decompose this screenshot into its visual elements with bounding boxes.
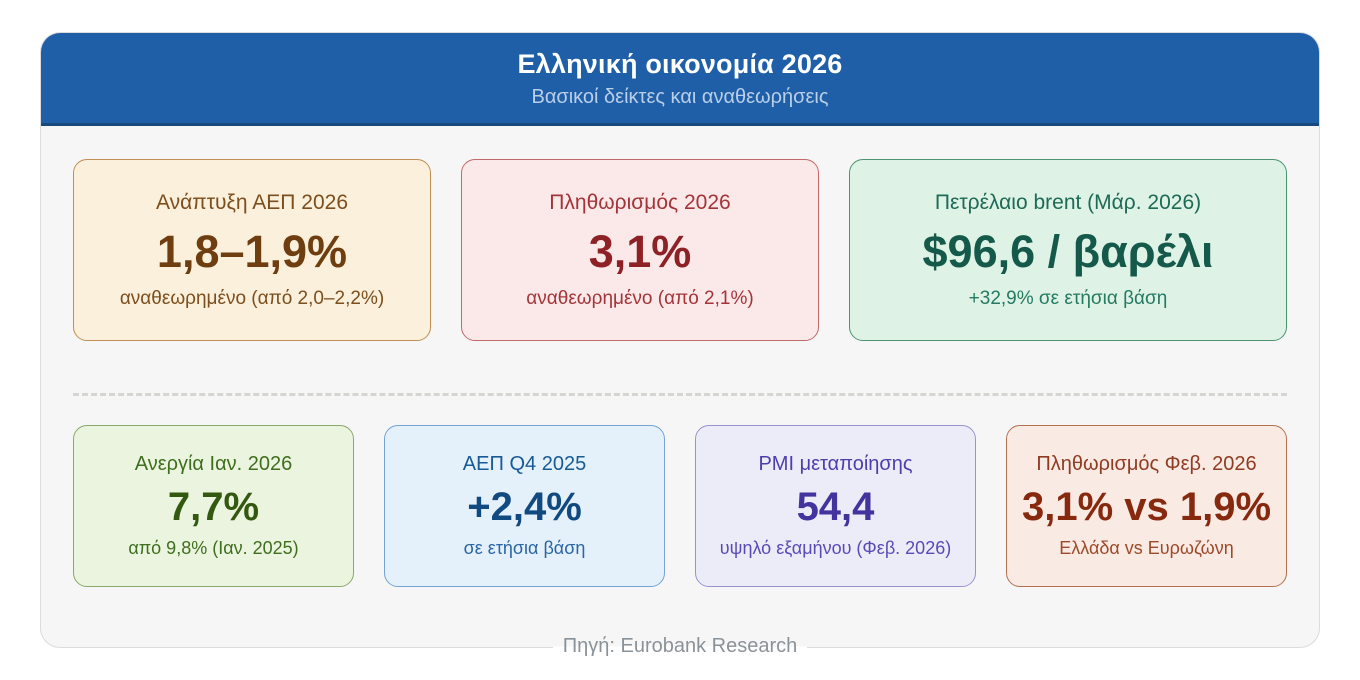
metric-card: Πληθωρισμός 2026 3,1% αναθεωρημένο (από … [461,159,819,341]
metric-card: PMI μεταποίησης 54,4 υψηλό εξαμήνου (Φεβ… [695,425,976,587]
metric-card: Ανεργία Ιαν. 2026 7,7% από 9,8% (Ιαν. 20… [73,425,354,587]
metric-title: Πετρέλαιο brent (Μάρ. 2026) [934,190,1202,214]
metrics-row-primary: Ανάπτυξη ΑΕΠ 2026 1,8–1,9% αναθεωρημένο … [73,159,1287,341]
metric-note: σε ετήσια βάση [463,538,586,558]
metric-title: PMI μεταποίησης [758,453,913,475]
metric-note: υψηλό εξαμήνου (Φεβ. 2026) [719,538,952,558]
metric-title: Ανεργία Ιαν. 2026 [134,453,293,475]
metric-value: $96,6 / βαρέλι [922,225,1214,277]
source-note-text: Πηγή: Eurobank Research [552,635,808,657]
metric-card: Πληθωρισμός Φεβ. 2026 3,1% vs 1,9% Ελλάδ… [1006,425,1287,587]
metric-card: ΑΕΠ Q4 2025 +2,4% σε ετήσια βάση [384,425,665,587]
metric-note: αναθεωρημένο (από 2,0–2,2%) [119,287,385,309]
metric-note: Ελλάδα vs Ευρωζώνη [1059,538,1234,558]
metric-title: Πληθωρισμός 2026 [549,190,731,214]
metric-note: +32,9% σε ετήσια βάση [968,287,1168,309]
metric-value: +2,4% [467,485,582,529]
metric-title: Ανάπτυξη ΑΕΠ 2026 [155,190,349,214]
metric-value: 54,4 [796,485,875,529]
metric-card: Ανάπτυξη ΑΕΠ 2026 1,8–1,9% αναθεωρημένο … [73,159,431,341]
metric-note: αναθεωρημένο (από 2,1%) [526,287,754,309]
page-title: Ελληνική οικονομία 2026 [517,49,843,79]
metric-value: 7,7% [167,485,260,529]
metric-value: 3,1% [588,225,692,277]
header-banner: Ελληνική οικονομία 2026 Βασικοί δείκτες … [41,33,1319,126]
metrics-row-secondary: Ανεργία Ιαν. 2026 7,7% από 9,8% (Ιαν. 20… [73,425,1287,587]
dashboard-panel: Ελληνική οικονομία 2026 Βασικοί δείκτες … [40,32,1320,657]
metric-value: 3,1% vs 1,9% [1021,485,1272,529]
metric-note: από 9,8% (Ιαν. 2025) [128,538,299,558]
metric-card: Πετρέλαιο brent (Μάρ. 2026) $96,6 / βαρέ… [849,159,1287,341]
page-subtitle: Βασικοί δείκτες και αναθεωρήσεις [531,86,829,108]
source-note: Πηγή: Eurobank Research [41,635,1319,658]
metric-title: Πληθωρισμός Φεβ. 2026 [1036,453,1257,475]
metric-value: 1,8–1,9% [156,225,348,277]
metric-title: ΑΕΠ Q4 2025 [462,453,587,475]
dashed-divider [73,393,1287,396]
